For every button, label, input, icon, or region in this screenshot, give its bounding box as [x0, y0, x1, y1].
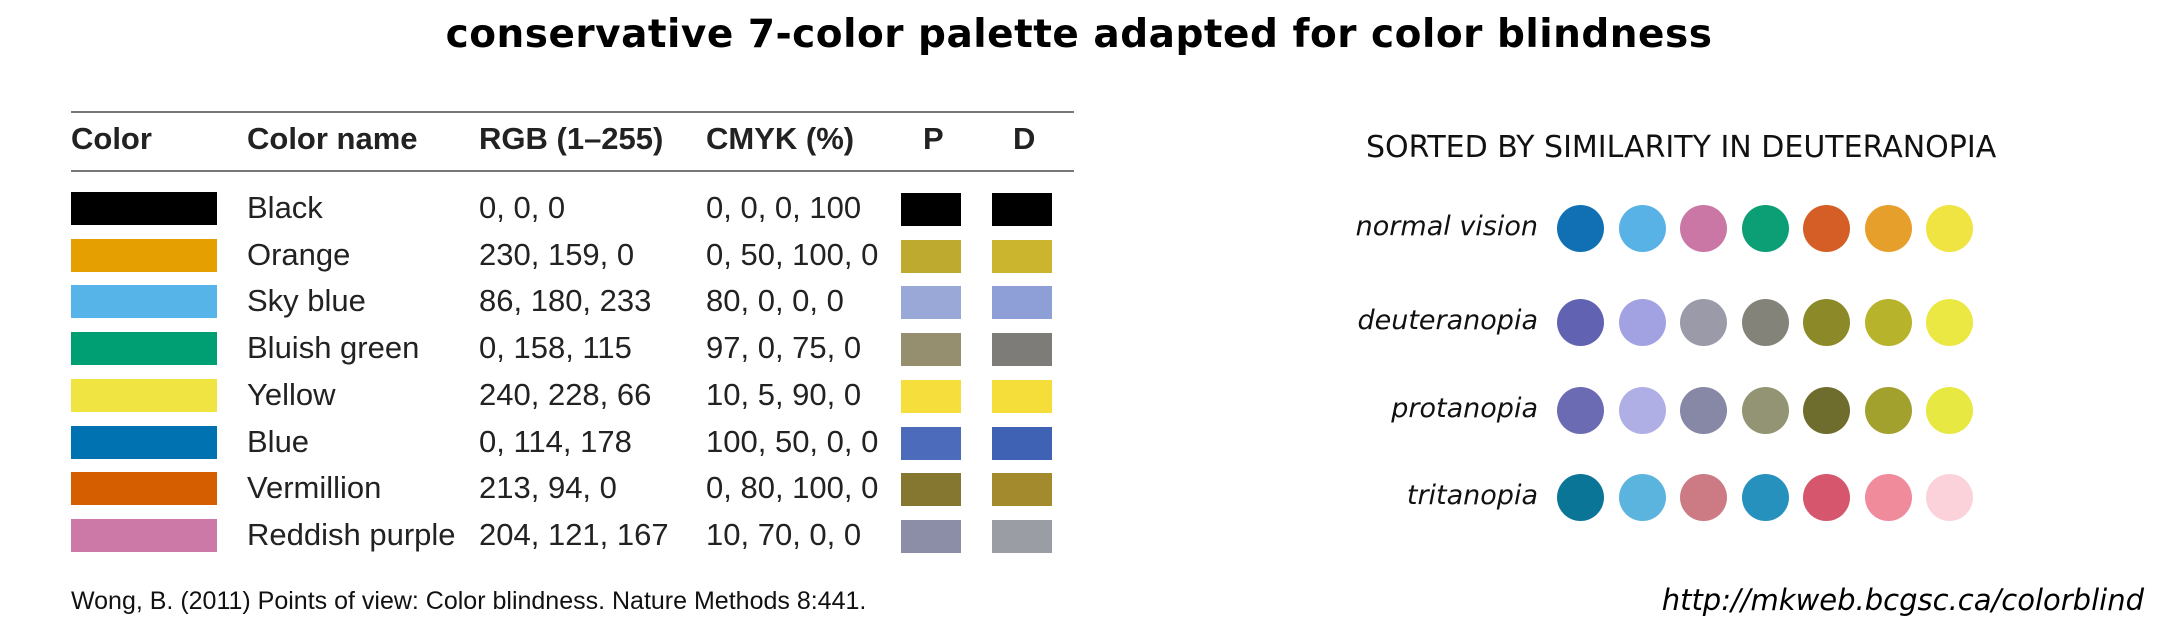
deuteranopia-swatch: [992, 379, 1052, 413]
vision-type-label: tritanopia: [1406, 480, 1538, 511]
table-top-rule: [71, 111, 1074, 113]
protanopia-swatch: [901, 426, 961, 460]
color-swatch: [71, 192, 217, 225]
color-dot: [1803, 205, 1850, 252]
cmyk-value: 100, 50, 0, 0: [706, 423, 879, 459]
deuteranopia-swatch: [992, 426, 1052, 460]
deuteranopia-swatch: [992, 519, 1052, 553]
header-rgb: RGB (1–255): [479, 121, 664, 156]
color-name: Bluish green: [247, 330, 420, 366]
color-dot: [1803, 387, 1850, 434]
color-dot: [1618, 387, 1666, 434]
color-dot: [1680, 387, 1727, 434]
protanopia-swatch: [901, 333, 961, 367]
page-title: conservative 7-color palette adapted for…: [445, 12, 1713, 57]
cmyk-value: 10, 5, 90, 0: [706, 376, 862, 412]
color-dot: [1618, 205, 1666, 252]
color-dot: [1557, 299, 1604, 346]
table-header-rule: [71, 170, 1074, 172]
color-dot: [1926, 474, 1973, 521]
header-d: D: [1013, 121, 1036, 156]
color-dot: [1926, 387, 1973, 434]
color-dot: [1926, 299, 1973, 346]
color-dot: [1680, 205, 1727, 252]
protanopia-swatch: [901, 473, 961, 507]
rgb-value: 204, 121, 167: [479, 516, 669, 552]
cmyk-value: 10, 70, 0, 0: [706, 516, 862, 552]
color-dot: [1618, 299, 1666, 346]
color-name: Yellow: [247, 376, 336, 412]
rgb-value: 0, 114, 178: [479, 423, 632, 459]
protanopia-swatch: [901, 519, 961, 553]
color-swatch: [71, 238, 217, 272]
color-name: Sky blue: [247, 283, 366, 319]
color-dot: [1618, 474, 1666, 521]
color-swatch: [71, 425, 217, 459]
protanopia-swatch: [901, 193, 961, 226]
protanopia-swatch: [901, 379, 961, 413]
similarity-heading: SORTED BY SIMILARITY IN DEUTERANOPIA: [1366, 130, 1997, 165]
deuteranopia-swatch: [992, 473, 1052, 507]
deuteranopia-swatch: [992, 239, 1052, 273]
rgb-value: 230, 159, 0: [479, 236, 635, 272]
color-name: Reddish purple: [247, 516, 456, 552]
color-dot: [1680, 474, 1727, 521]
color-dot: [1557, 474, 1604, 521]
color-dot: [1680, 299, 1727, 346]
cmyk-value: 0, 50, 100, 0: [706, 236, 879, 272]
color-swatch: [71, 518, 217, 552]
cmyk-value: 80, 0, 0, 0: [706, 283, 844, 319]
color-dot: [1803, 299, 1850, 346]
color-dot: [1926, 205, 1973, 252]
color-dot: [1864, 474, 1912, 521]
color-swatch: [71, 472, 217, 506]
rgb-value: 213, 94, 0: [479, 470, 617, 506]
rgb-value: 0, 0, 0: [479, 190, 566, 225]
color-dot: [1741, 474, 1789, 521]
color-swatch: [71, 332, 217, 366]
color-name: Vermillion: [247, 470, 382, 506]
citation: Wong, B. (2011) Points of view: Color bl…: [71, 587, 867, 615]
color-dot: [1864, 387, 1912, 434]
source-url: http://mkweb.bcgsc.ca/colorblind: [1661, 583, 2144, 617]
header-color: Color: [71, 121, 152, 156]
color-dot: [1557, 387, 1604, 434]
protanopia-swatch: [901, 239, 961, 273]
deuteranopia-swatch: [992, 286, 1052, 320]
color-dot: [1864, 299, 1912, 346]
deuteranopia-swatch: [992, 333, 1052, 367]
color-name: Blue: [247, 423, 310, 459]
vision-type-label: protanopia: [1391, 393, 1538, 424]
cmyk-value: 0, 80, 100, 0: [706, 470, 879, 506]
rgb-value: 86, 180, 233: [479, 283, 652, 319]
color-dot: [1741, 387, 1789, 434]
color-dot: [1741, 299, 1789, 346]
protanopia-swatch: [901, 286, 961, 320]
color-dot: [1741, 205, 1789, 252]
color-dot: [1864, 205, 1912, 252]
color-dot: [1557, 205, 1604, 252]
cmyk-value: 0, 0, 0, 100: [706, 190, 862, 225]
color-swatch: [71, 285, 217, 319]
color-swatch: [71, 378, 217, 412]
color-dot: [1803, 474, 1850, 521]
deuteranopia-swatch: [992, 193, 1052, 226]
header-cmyk: CMYK (%): [706, 121, 855, 156]
color-name: Black: [247, 190, 323, 225]
cmyk-value: 97, 0, 75, 0: [706, 330, 862, 366]
color-name: Orange: [247, 236, 351, 272]
vision-type-label: normal vision: [1355, 211, 1538, 242]
header-color-name: Color name: [247, 121, 418, 156]
header-p: P: [923, 121, 944, 156]
vision-type-label: deuteranopia: [1357, 305, 1538, 336]
rgb-value: 240, 228, 66: [479, 376, 652, 412]
rgb-value: 0, 158, 115: [479, 330, 632, 366]
